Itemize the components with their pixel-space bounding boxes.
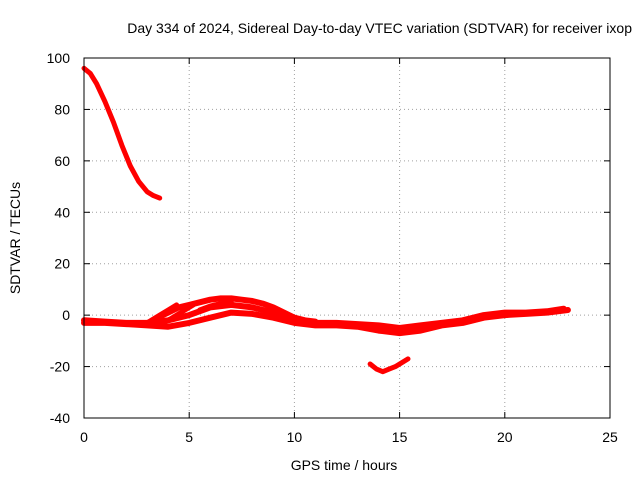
series-line-main-band-upper: [154, 295, 319, 325]
x-axis-label: GPS time / hours: [291, 457, 398, 473]
y-tick-label: 40: [54, 204, 70, 220]
x-tick-label: 15: [392, 429, 408, 445]
series-line-short-arc-2: [157, 302, 196, 328]
y-tick-label: -40: [50, 410, 70, 426]
x-tick-label: 10: [287, 429, 303, 445]
y-tick-label: 100: [47, 50, 71, 66]
series-line-early-pass-descending: [81, 65, 163, 201]
y-axis-label: SDTVAR / TECUs: [7, 182, 23, 294]
y-tick-label: 60: [54, 153, 70, 169]
y-tick-label: 0: [62, 307, 70, 323]
series-line-short-arc-1: [140, 302, 180, 328]
x-tick-label: 5: [185, 429, 193, 445]
series-group: [81, 65, 571, 375]
tick-labels: 0 5 10 15 20 25 -40 -20 0 20 40 60 80 100: [47, 50, 618, 445]
axis-ticks: [83, 57, 611, 419]
x-tick-label: 0: [80, 429, 88, 445]
series-line-late-dip-arc: [367, 356, 411, 375]
x-tick-label: 20: [497, 429, 513, 445]
x-tick-label: 25: [602, 429, 618, 445]
y-tick-label: -20: [50, 359, 70, 375]
y-tick-label: 20: [54, 256, 70, 272]
plot-frame: [83, 57, 611, 419]
y-tick-label: 80: [54, 101, 70, 117]
grid-lines: [84, 58, 610, 418]
series-line-short-arc-3: [197, 299, 234, 313]
chart-title: Day 334 of 2024, Sidereal Day-to-day VTE…: [127, 20, 632, 36]
